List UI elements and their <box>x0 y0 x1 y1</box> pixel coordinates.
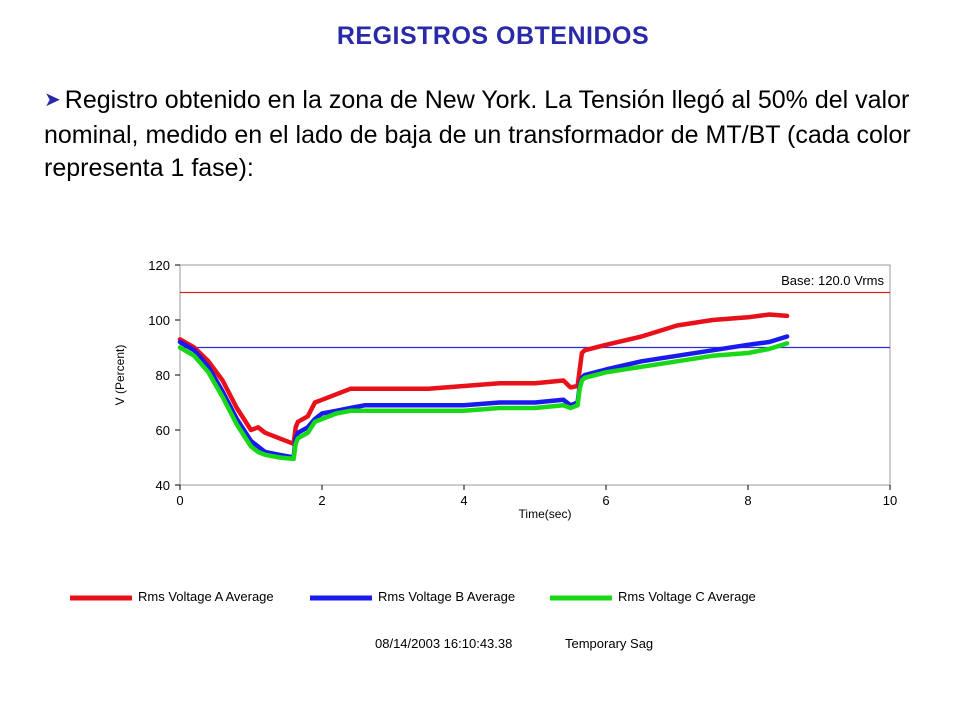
event-type: Temporary Sag <box>565 636 653 651</box>
plot-frame <box>179 264 891 486</box>
y-tick-label-2: 80 <box>156 368 170 383</box>
legend-label-1: Rms Voltage B Average <box>378 589 515 604</box>
x-tick-label-2: 4 <box>460 493 467 508</box>
y-tick-label-3: 100 <box>148 313 170 328</box>
x-tick-label-5: 10 <box>883 493 897 508</box>
series-line-2 <box>177 341 790 462</box>
bullet-paragraph: ➤ Registro obtenido en la zona de New Yor… <box>44 84 924 185</box>
series-line-0 <box>177 312 790 447</box>
legend-label-2: Rms Voltage C Average <box>618 589 756 604</box>
bullet-text: Registro obtenido en la zona de New York… <box>44 86 911 182</box>
y-tick-label-1: 60 <box>156 423 170 438</box>
x-tick-label-0: 0 <box>176 493 183 508</box>
arrow-bullet-icon: ➤ <box>44 89 61 111</box>
legend-label-0: Rms Voltage A Average <box>138 589 274 604</box>
event-timestamp: 08/14/2003 16:10:43.38 <box>375 636 512 651</box>
slide-title: REGISTROS OBTENIDOS <box>336 22 650 50</box>
x-axis-title: Time(sec) <box>519 507 572 521</box>
x-tick-label-4: 8 <box>744 493 751 508</box>
x-tick-label-3: 6 <box>602 493 609 508</box>
x-tick-label-1: 2 <box>318 493 325 508</box>
y-axis-title: V (Percent) <box>113 345 127 406</box>
y-tick-label-0: 40 <box>156 478 170 493</box>
y-tick-label-4: 120 <box>148 258 170 273</box>
base-label: Base: 120.0 Vrms <box>781 273 884 288</box>
series-line-1 <box>177 334 790 460</box>
